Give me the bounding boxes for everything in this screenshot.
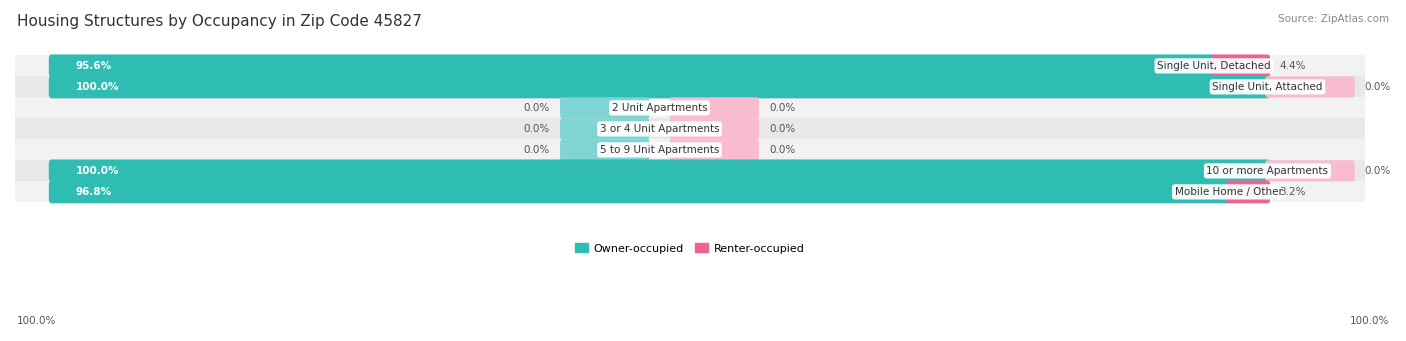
Text: 0.0%: 0.0% [1365,82,1391,92]
Text: 100.0%: 100.0% [76,82,120,92]
Legend: Owner-occupied, Renter-occupied: Owner-occupied, Renter-occupied [571,239,810,258]
Bar [15,181,1365,203]
FancyBboxPatch shape [49,160,1270,182]
Text: Housing Structures by Occupancy in Zip Code 45827: Housing Structures by Occupancy in Zip C… [17,14,422,29]
Text: Mobile Home / Other: Mobile Home / Other [1174,187,1282,197]
Text: 0.0%: 0.0% [524,124,550,134]
Text: 100.0%: 100.0% [1350,315,1389,326]
Text: 3.2%: 3.2% [1279,187,1306,197]
Text: 0.0%: 0.0% [524,103,550,113]
Text: 100.0%: 100.0% [76,166,120,176]
Bar [15,139,1365,160]
Text: 3 or 4 Unit Apartments: 3 or 4 Unit Apartments [600,124,720,134]
Text: 2 Unit Apartments: 2 Unit Apartments [612,103,707,113]
Text: 0.0%: 0.0% [769,124,796,134]
Text: 0.0%: 0.0% [769,103,796,113]
Text: Source: ZipAtlas.com: Source: ZipAtlas.com [1278,14,1389,24]
FancyBboxPatch shape [669,118,759,139]
Text: 96.8%: 96.8% [76,187,112,197]
Bar [15,118,1365,139]
FancyBboxPatch shape [560,139,650,161]
Text: 0.0%: 0.0% [769,145,796,155]
FancyBboxPatch shape [1212,55,1270,77]
Text: Single Unit, Attached: Single Unit, Attached [1212,82,1323,92]
FancyBboxPatch shape [49,180,1232,203]
Bar [15,55,1365,76]
FancyBboxPatch shape [49,55,1216,77]
Text: 95.6%: 95.6% [76,61,112,71]
Text: 10 or more Apartments: 10 or more Apartments [1206,166,1329,176]
Text: 5 to 9 Unit Apartments: 5 to 9 Unit Apartments [600,145,718,155]
Text: 0.0%: 0.0% [524,145,550,155]
Text: 4.4%: 4.4% [1279,61,1306,71]
Text: Single Unit, Detached: Single Unit, Detached [1157,61,1271,71]
FancyBboxPatch shape [1265,76,1355,98]
Bar [15,160,1365,181]
Bar [15,76,1365,98]
Bar [15,98,1365,118]
FancyBboxPatch shape [1226,180,1270,203]
FancyBboxPatch shape [49,75,1270,98]
FancyBboxPatch shape [1265,160,1355,181]
FancyBboxPatch shape [560,97,650,119]
FancyBboxPatch shape [669,97,759,119]
FancyBboxPatch shape [560,118,650,139]
Text: 100.0%: 100.0% [17,315,56,326]
Text: 0.0%: 0.0% [1365,166,1391,176]
FancyBboxPatch shape [669,139,759,161]
